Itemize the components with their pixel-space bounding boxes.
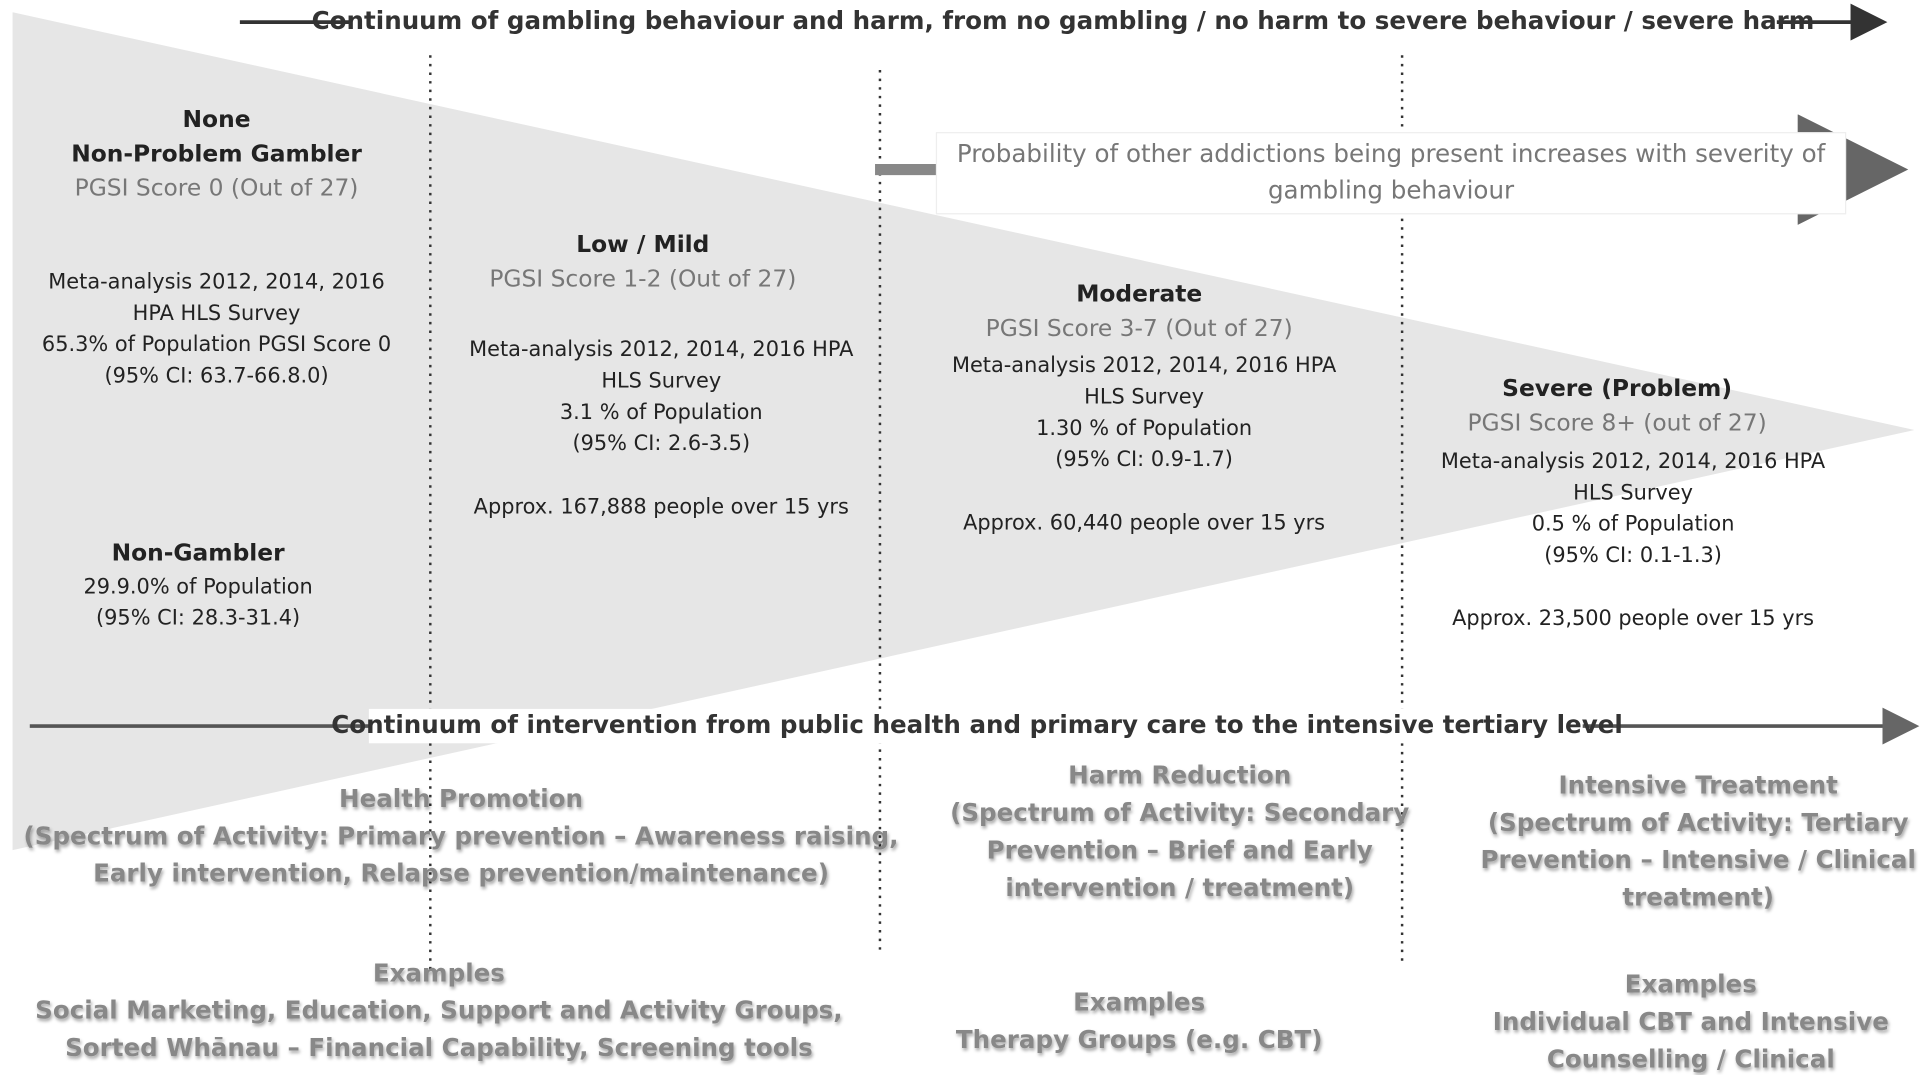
level-text: Intensive Treatment bbox=[1558, 770, 1838, 799]
group-title: Moderate bbox=[1076, 279, 1202, 307]
level-text: Health Promotion bbox=[339, 784, 583, 813]
note: Probability of other addictions being pr… bbox=[957, 139, 1827, 168]
group-detail: Meta-analysis 2012, 2014, 2016 HPA bbox=[1441, 449, 1826, 473]
harm-wedge bbox=[12, 12, 1915, 851]
group-approx: Approx. 167,888 people over 15 yrs bbox=[474, 494, 849, 518]
group-score: PGSI Score 8+ (out of 27) bbox=[1467, 408, 1766, 436]
level-example: Social Marketing, Education, Support and… bbox=[35, 996, 843, 1025]
level-example: Individual CBT and Intensive bbox=[1493, 1007, 1889, 1036]
level-text: Early intervention, Relapse prevention/m… bbox=[93, 859, 829, 888]
level-text: intervention / treatment) bbox=[1005, 873, 1354, 902]
level-example: Therapy Groups (e.g. CBT) bbox=[956, 1025, 1323, 1054]
level-example: Sorted Whānau – Financial Capability, Sc… bbox=[65, 1033, 813, 1062]
level-text: Harm Reduction bbox=[1068, 760, 1291, 789]
group-detail: 65.3% of Population PGSI Score 0 bbox=[42, 332, 391, 356]
note-box bbox=[935, 132, 1847, 215]
group-title: Low / Mild bbox=[576, 230, 709, 258]
level-example: Examples bbox=[1625, 969, 1757, 998]
group-approx: Approx. 23,500 people over 15 yrs bbox=[1452, 606, 1814, 630]
group-detail: (95% CI: 63.7-66.8.0) bbox=[104, 364, 328, 388]
level-text: (Spectrum of Activity: Tertiary bbox=[1488, 808, 1909, 837]
group-title: Non-Gambler bbox=[112, 539, 286, 567]
group-detail: HPA HLS Survey bbox=[133, 301, 301, 325]
title-box bbox=[349, 4, 1777, 42]
group-title: Non-Problem Gambler bbox=[71, 139, 362, 167]
title: Continuum of gambling behaviour and harm… bbox=[312, 6, 1815, 35]
level-text: (Spectrum of Activity: Secondary bbox=[950, 798, 1409, 827]
level-text: Prevention – Intensive / Clinical bbox=[1480, 845, 1915, 874]
group-detail: (95% CI: 0.9-1.7) bbox=[1055, 447, 1233, 471]
group-detail: Meta-analysis 2012, 2014, 2016 HPA bbox=[469, 337, 854, 361]
group-score: PGSI Score 1-2 (Out of 27) bbox=[489, 265, 796, 293]
level-text: treatment) bbox=[1622, 883, 1774, 912]
group-detail: (95% CI: 0.1-1.3) bbox=[1544, 543, 1722, 567]
group-title: None bbox=[183, 105, 251, 133]
intervention-title-box bbox=[368, 708, 1583, 744]
group-detail: 3.1 % of Population bbox=[560, 400, 763, 424]
group-score: PGSI Score 0 (Out of 27) bbox=[75, 174, 359, 202]
group-detail: HLS Survey bbox=[1573, 480, 1693, 504]
group-score: PGSI Score 3-7 (Out of 27) bbox=[986, 314, 1293, 342]
group-detail: Meta-analysis 2012, 2014, 2016 HPA bbox=[952, 353, 1337, 377]
group-approx: Approx. 60,440 people over 15 yrs bbox=[963, 510, 1325, 534]
level-text: Prevention – Brief and Early bbox=[987, 835, 1373, 864]
group-detail: 29.9.0% of Population bbox=[83, 574, 312, 598]
group-detail: HLS Survey bbox=[601, 368, 721, 392]
note: gambling behaviour bbox=[1268, 176, 1515, 205]
level-example: Counselling / Clinical bbox=[1547, 1044, 1835, 1073]
group-detail: 1.30 % of Population bbox=[1036, 416, 1252, 440]
dividers bbox=[429, 55, 1404, 971]
group-detail: (95% CI: 28.3-31.4) bbox=[96, 606, 300, 630]
level-example: Examples bbox=[373, 958, 505, 987]
level-text: (Spectrum of Activity: Primary preventio… bbox=[24, 821, 899, 850]
group-detail: Meta-analysis 2012, 2014, 2016 bbox=[48, 270, 384, 294]
group-detail: 0.5 % of Population bbox=[1532, 512, 1735, 536]
labels: Continuum of gambling behaviour and harm… bbox=[24, 6, 1916, 1073]
level-example: Examples bbox=[1073, 988, 1205, 1017]
group-title: Severe (Problem) bbox=[1502, 374, 1732, 402]
group-detail: (95% CI: 2.6-3.5) bbox=[572, 431, 750, 455]
group-detail: HLS Survey bbox=[1084, 384, 1204, 408]
intervention-title: Continuum of intervention from public he… bbox=[331, 710, 1623, 739]
